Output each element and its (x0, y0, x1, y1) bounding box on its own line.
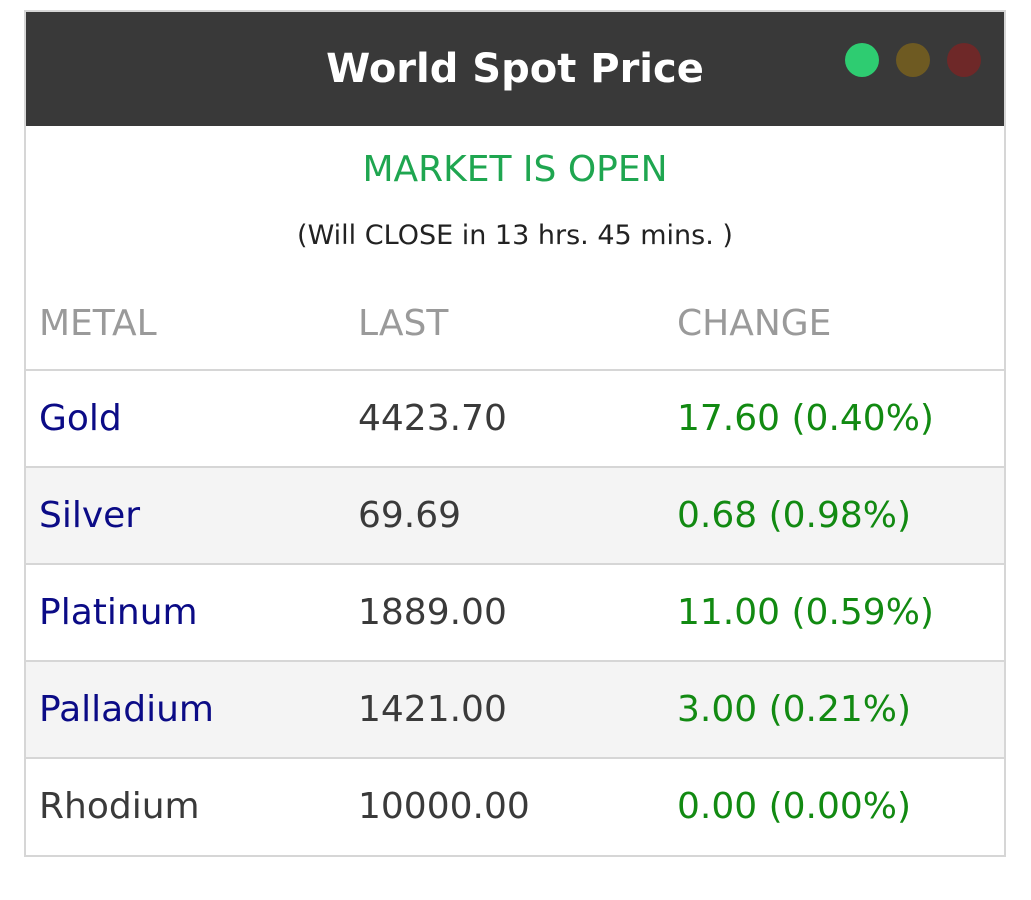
metal-name-rhodium: Rhodium (39, 786, 200, 827)
amber-dot-icon[interactable] (896, 43, 930, 77)
metal-link-gold[interactable]: Gold (39, 398, 122, 439)
market-status: MARKET IS OPEN (362, 149, 668, 190)
metal-link-palladium[interactable]: Palladium (39, 689, 214, 730)
metal-link-silver[interactable]: Silver (39, 495, 141, 536)
price-table-body: Gold 4423.70 17.60 (0.40%) Silver 69.69 … (26, 371, 1004, 854)
spot-price-widget: World Spot Price MARKET IS OPEN (Will CL… (24, 10, 1006, 857)
last-price: 10000.00 (358, 786, 530, 827)
last-price: 1421.00 (358, 689, 507, 730)
table-row: Gold 4423.70 17.60 (0.40%) (26, 371, 1004, 468)
header-change: CHANGE (677, 303, 832, 344)
table-header: METAL LAST CHANGE (26, 299, 1004, 371)
table-row: Rhodium 10000.00 0.00 (0.00%) (26, 759, 1004, 854)
widget-title: World Spot Price (326, 46, 704, 92)
title-bar: World Spot Price (26, 12, 1004, 126)
table-row: Silver 69.69 0.68 (0.98%) (26, 468, 1004, 565)
table-row: Palladium 1421.00 3.00 (0.21%) (26, 662, 1004, 759)
price-change: 17.60 (0.40%) (677, 398, 934, 439)
last-price: 4423.70 (358, 398, 507, 439)
table-row: Platinum 1889.00 11.00 (0.59%) (26, 565, 1004, 662)
price-change: 3.00 (0.21%) (677, 689, 912, 730)
red-dot-icon[interactable] (947, 43, 981, 77)
last-price: 69.69 (358, 495, 462, 536)
green-dot-icon[interactable] (845, 43, 879, 77)
price-change: 0.00 (0.00%) (677, 786, 912, 827)
header-last: LAST (358, 303, 449, 344)
price-change: 0.68 (0.98%) (677, 495, 912, 536)
market-close-note: (Will CLOSE in 13 hrs. 45 mins. ) (297, 220, 733, 251)
header-metal: METAL (39, 303, 157, 344)
last-price: 1889.00 (358, 592, 507, 633)
metal-link-platinum[interactable]: Platinum (39, 592, 198, 633)
price-change: 11.00 (0.59%) (677, 592, 934, 633)
